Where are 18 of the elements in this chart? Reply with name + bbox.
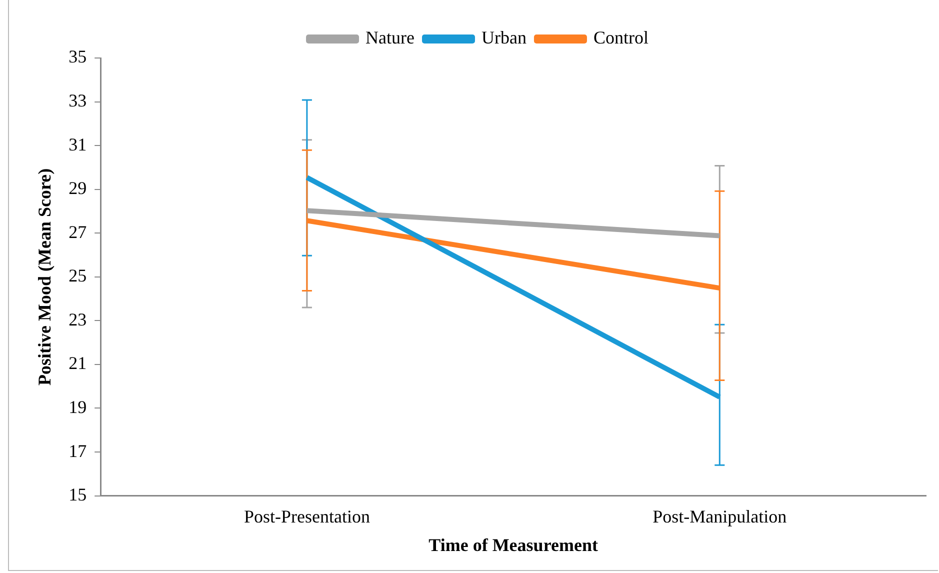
y-tick-label: 29 <box>68 178 87 198</box>
y-tick-label: 21 <box>68 353 87 374</box>
y-tick-label: 31 <box>68 134 87 154</box>
y-tick-label: 27 <box>68 222 87 242</box>
y-tick-label: 15 <box>68 484 87 505</box>
legend-label: Urban <box>481 28 526 48</box>
y-axis-title: Positive Mood (Mean Score) <box>34 168 54 386</box>
x-tick-label: Post-Presentation <box>244 506 370 526</box>
x-tick-label: Post-Manipulation <box>652 506 787 526</box>
y-tick-label: 25 <box>68 266 87 286</box>
x-axis-title: Time of Measurement <box>428 534 598 555</box>
legend-label: Control <box>593 28 648 48</box>
y-tick-label: 17 <box>68 440 87 461</box>
legend-label: Nature <box>366 28 415 48</box>
y-tick-label: 33 <box>68 90 87 111</box>
y-tick-label: 19 <box>68 396 87 417</box>
y-tick-label: 23 <box>68 309 87 330</box>
y-tick-label: 35 <box>68 46 87 67</box>
